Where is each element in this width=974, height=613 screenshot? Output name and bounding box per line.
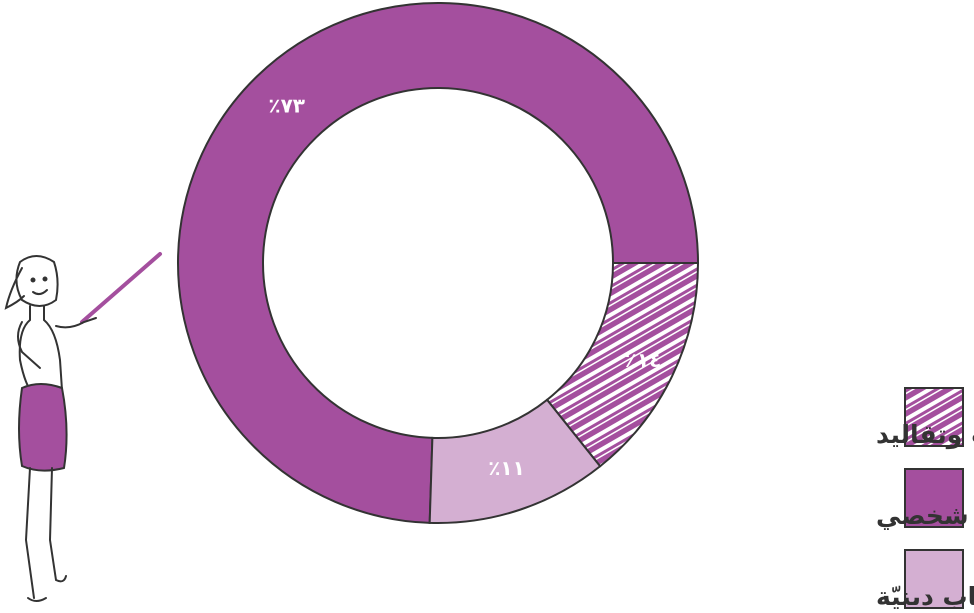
donut-slice xyxy=(177,2,700,524)
legend-swatch xyxy=(904,549,964,609)
donut-slice xyxy=(428,398,602,524)
value-label: ٪١٤ xyxy=(625,348,662,372)
legend-label: خيار شخصي xyxy=(876,501,974,530)
value-label: ٪٧٣ xyxy=(268,93,305,117)
value-label: ٪١١ xyxy=(488,456,525,480)
presenter-figure xyxy=(4,252,162,602)
legend-swatch xyxy=(904,387,964,447)
legend-label: أسباب دينيّة xyxy=(876,580,974,611)
legend-label: عادات وتقاليد xyxy=(876,420,974,450)
legend-swatch xyxy=(904,468,964,528)
